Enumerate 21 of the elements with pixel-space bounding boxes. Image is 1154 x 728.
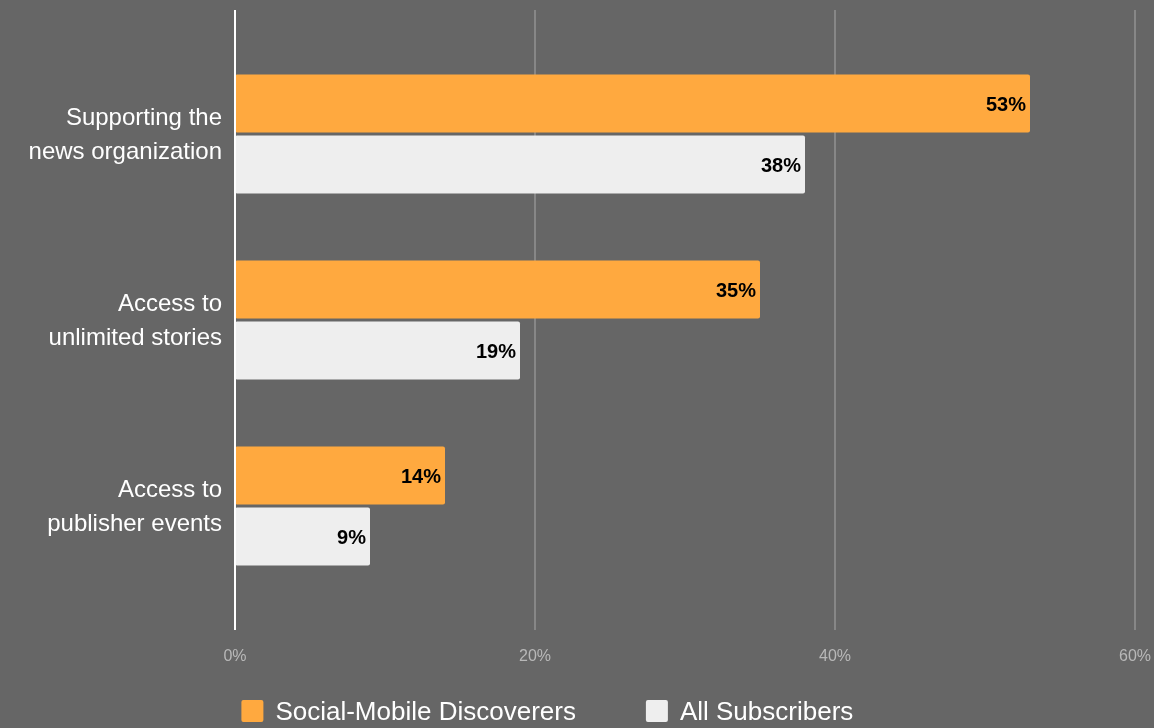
bar (235, 446, 445, 505)
legend-label: Social-Mobile Discoverers (275, 696, 576, 726)
y-tick-label: Access to unlimited stories (48, 289, 222, 350)
x-tick-label: 60% (1118, 647, 1152, 664)
y-tick-label: Supporting the news organization (28, 103, 222, 164)
bar (235, 135, 805, 194)
text: 35% (715, 278, 756, 301)
x-tick-label: 0% (223, 647, 247, 664)
bar (235, 321, 520, 380)
legend-label: All Subscribers (679, 696, 854, 726)
x-tick-label: 20% (518, 647, 552, 664)
x-tick-label: 40% (818, 647, 852, 664)
text: 53% (985, 92, 1026, 115)
bar (235, 74, 1030, 133)
y-tick-label: Access to publisher events (47, 475, 222, 536)
bar (235, 507, 370, 566)
text: 14% (400, 464, 441, 487)
bar (235, 260, 760, 319)
text: 38% (760, 153, 801, 176)
text: 19% (475, 339, 516, 362)
text: 9% (337, 525, 366, 548)
